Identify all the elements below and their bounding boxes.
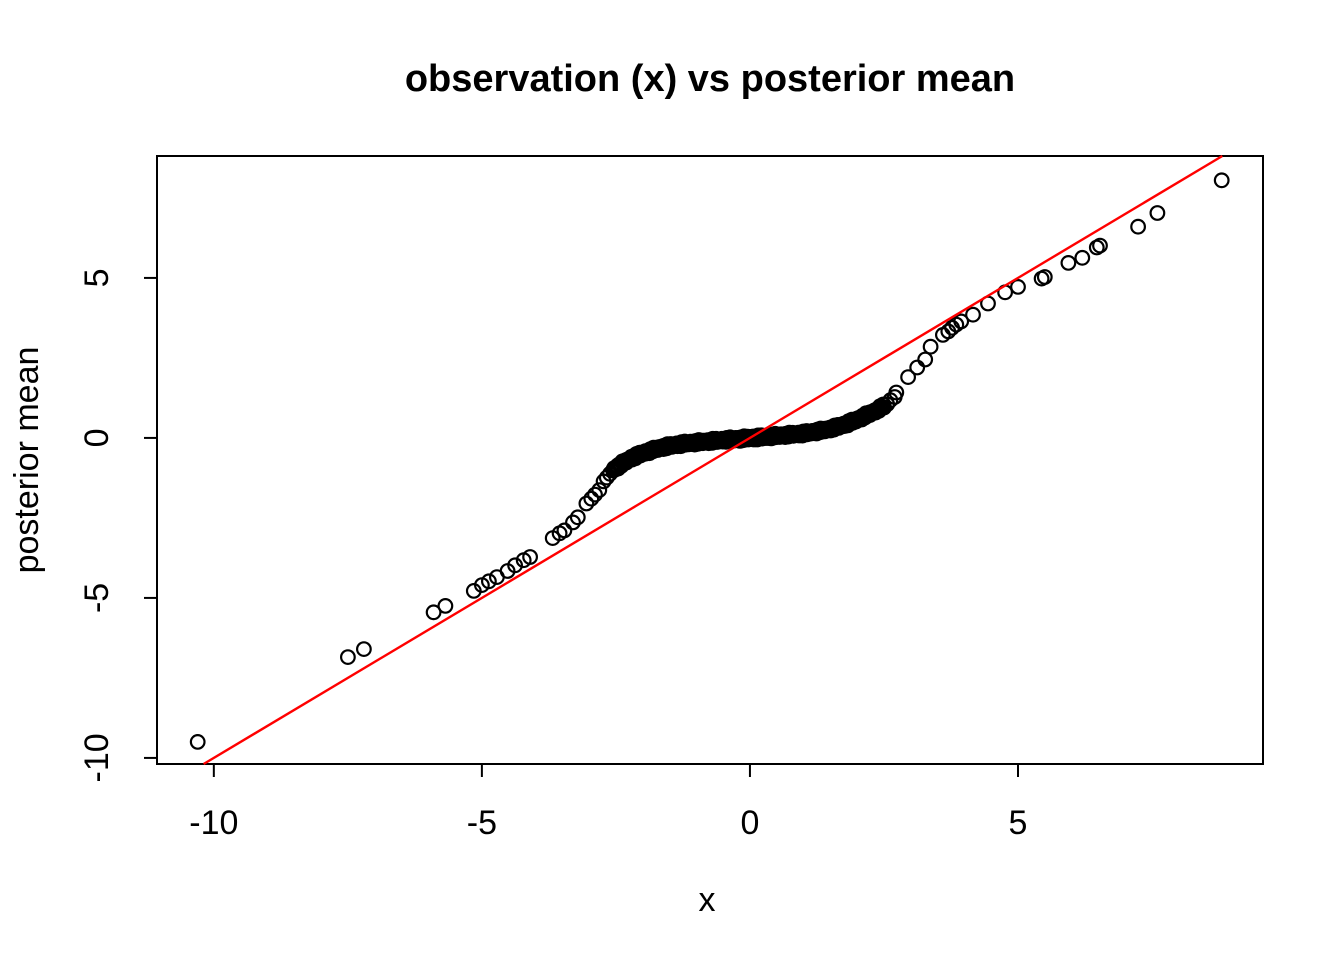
plot-border	[156, 155, 1264, 765]
data-point	[356, 641, 372, 657]
data-point	[922, 338, 939, 355]
data-point	[1092, 237, 1108, 254]
data-point	[953, 313, 970, 330]
data-point	[591, 482, 608, 499]
y-tick-label: 0	[78, 428, 116, 447]
y-tick-label: -10	[78, 733, 116, 782]
data-point	[569, 509, 586, 526]
data-point	[425, 604, 442, 621]
data-point	[602, 465, 618, 482]
x-axis-title: x	[699, 881, 716, 919]
data-point	[965, 306, 981, 323]
data-point	[578, 495, 595, 512]
data-point	[189, 734, 206, 750]
y-axis-title: posterior mean	[8, 347, 46, 574]
x-tick-label: 5	[1009, 804, 1028, 842]
chart-title: observation (x) vs posterior mean	[405, 58, 1015, 100]
data-point	[565, 514, 581, 531]
data-point	[481, 573, 497, 590]
data-point	[900, 369, 916, 386]
data-point	[1060, 255, 1077, 271]
data-point	[1130, 218, 1146, 235]
data-point	[583, 490, 600, 507]
data-point	[909, 359, 926, 376]
data-point	[1149, 205, 1166, 221]
data-point	[1010, 279, 1026, 295]
x-tick-label: -5	[467, 804, 497, 842]
x-tick-label: -10	[189, 804, 238, 842]
data-point	[587, 486, 603, 503]
data-point	[522, 549, 538, 565]
y-tick-label: 5	[78, 268, 116, 287]
data-point	[888, 384, 905, 401]
x-tick-label: 0	[740, 804, 759, 842]
data-point	[507, 557, 523, 574]
y-tick-label: -5	[78, 583, 116, 613]
data-point	[437, 598, 454, 614]
data-point	[1213, 172, 1230, 189]
data-point	[1074, 249, 1091, 266]
data-point	[605, 462, 622, 479]
data-point	[1036, 269, 1053, 285]
data-point	[556, 522, 573, 539]
data-point	[917, 351, 934, 368]
data-point	[340, 649, 356, 665]
identity-line	[202, 154, 1223, 766]
